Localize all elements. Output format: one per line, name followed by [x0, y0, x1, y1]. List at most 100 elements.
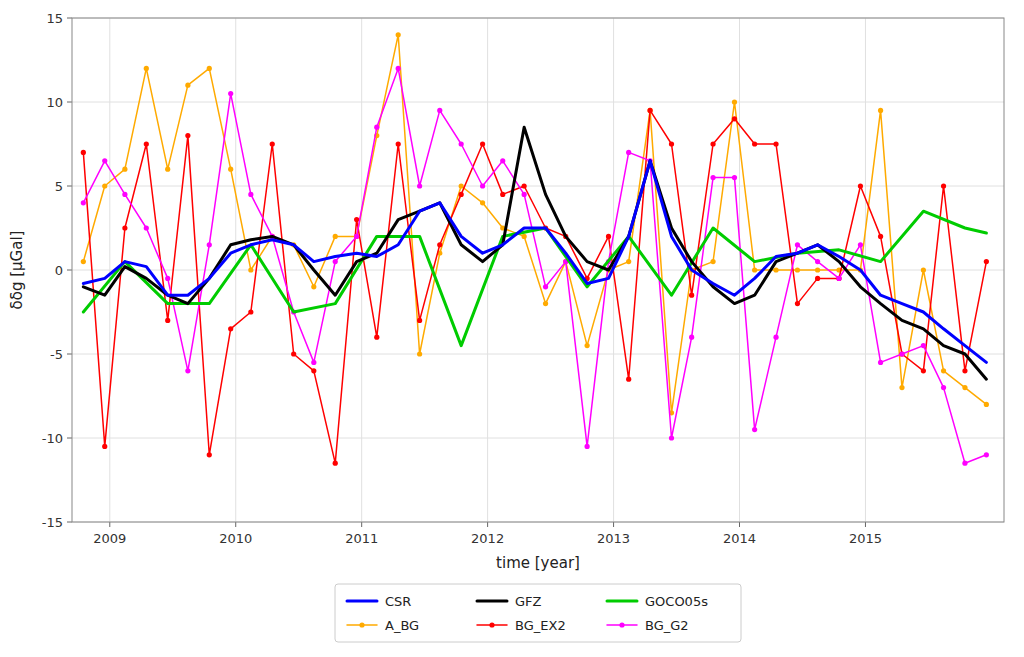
- series-marker: [144, 66, 149, 71]
- series-marker: [941, 385, 946, 390]
- series-marker: [248, 192, 253, 197]
- series-marker: [710, 141, 715, 146]
- series-marker: [522, 183, 527, 188]
- legend-box: [335, 584, 741, 642]
- x-tick-label: 2013: [597, 531, 630, 546]
- y-tick: [67, 18, 72, 19]
- legend-marker: [619, 622, 624, 627]
- series-marker: [437, 242, 442, 247]
- series-marker: [500, 192, 505, 197]
- series-marker: [417, 318, 422, 323]
- series-marker: [122, 225, 127, 230]
- series-marker: [689, 335, 694, 340]
- x-tick-label: 2012: [471, 531, 504, 546]
- plot-background: [72, 18, 1004, 522]
- x-tick: [361, 522, 362, 527]
- series-marker: [333, 259, 338, 264]
- series-marker: [899, 385, 904, 390]
- legend-swatch: [347, 600, 377, 603]
- series-marker: [522, 234, 527, 239]
- series-marker: [396, 32, 401, 37]
- x-tick-label: 2014: [723, 531, 756, 546]
- series-marker: [899, 351, 904, 356]
- series-marker: [984, 452, 989, 457]
- series-marker: [185, 133, 190, 138]
- series-marker: [626, 150, 631, 155]
- legend-label: GOCO05s: [645, 594, 708, 609]
- y-tick-label: 10: [46, 95, 63, 110]
- legend-swatch: [477, 600, 507, 603]
- series-marker: [962, 368, 967, 373]
- series-marker: [207, 66, 212, 71]
- y-tick: [67, 354, 72, 355]
- series-marker: [773, 141, 778, 146]
- series-marker: [815, 276, 820, 281]
- series-marker: [437, 108, 442, 113]
- series-marker: [669, 435, 674, 440]
- x-tick: [109, 522, 110, 527]
- series-marker: [480, 141, 485, 146]
- x-axis-label: time [year]: [496, 554, 580, 572]
- x-tick: [865, 522, 866, 527]
- series-marker: [459, 183, 464, 188]
- series-line: [83, 110, 986, 463]
- series-marker: [102, 444, 107, 449]
- legend-marker: [359, 622, 364, 627]
- series-0: [83, 161, 986, 363]
- series-marker: [585, 444, 590, 449]
- chart-svg: 2009201020112012201320142015-15-10-50510…: [0, 0, 1024, 657]
- series-marker: [333, 234, 338, 239]
- series-marker: [144, 225, 149, 230]
- series-line: [83, 211, 986, 345]
- series-marker: [291, 351, 296, 356]
- series-marker: [522, 192, 527, 197]
- series-marker: [185, 83, 190, 88]
- series-marker: [102, 158, 107, 163]
- chart-container: 2009201020112012201320142015-15-10-50510…: [0, 0, 1024, 657]
- series-marker: [333, 461, 338, 466]
- y-tick: [67, 438, 72, 439]
- y-grid-line: [72, 186, 1004, 187]
- series-marker: [311, 368, 316, 373]
- series-marker: [878, 234, 883, 239]
- series-marker: [921, 368, 926, 373]
- series-marker: [543, 284, 548, 289]
- y-grid-line: [72, 102, 1004, 103]
- series-marker: [228, 326, 233, 331]
- series-marker: [354, 234, 359, 239]
- series-marker: [81, 200, 86, 205]
- legend: CSRGFZGOCO05sA_BGBG_EX2BG_G2: [335, 584, 741, 642]
- series-marker: [207, 242, 212, 247]
- legend-swatch: [607, 600, 637, 603]
- series-marker: [81, 150, 86, 155]
- legend-marker: [489, 622, 494, 627]
- series-marker: [165, 167, 170, 172]
- series-marker: [921, 343, 926, 348]
- series-marker: [899, 351, 904, 356]
- legend-label: A_BG: [385, 618, 419, 633]
- series-marker: [374, 335, 379, 340]
- x-tick: [235, 522, 236, 527]
- series-marker: [311, 284, 316, 289]
- series-marker: [984, 259, 989, 264]
- series-marker: [732, 99, 737, 104]
- series-marker: [480, 183, 485, 188]
- series-marker: [396, 66, 401, 71]
- x-tick: [739, 522, 740, 527]
- legend-label: BG_G2: [645, 618, 689, 633]
- series-marker: [102, 183, 107, 188]
- series-marker: [626, 259, 631, 264]
- series-marker: [585, 343, 590, 348]
- series-marker: [354, 217, 359, 222]
- x-tick-label: 2010: [219, 531, 252, 546]
- y-tick-label: -15: [42, 515, 63, 530]
- series-5: [81, 66, 989, 466]
- series-marker: [626, 377, 631, 382]
- series-marker: [962, 385, 967, 390]
- y-tick-label: -10: [42, 431, 63, 446]
- series-marker: [270, 141, 275, 146]
- y-axis-label: δδg [μGal]: [8, 231, 26, 310]
- series-marker: [773, 335, 778, 340]
- series-marker: [228, 91, 233, 96]
- y-grid-line: [72, 354, 1004, 355]
